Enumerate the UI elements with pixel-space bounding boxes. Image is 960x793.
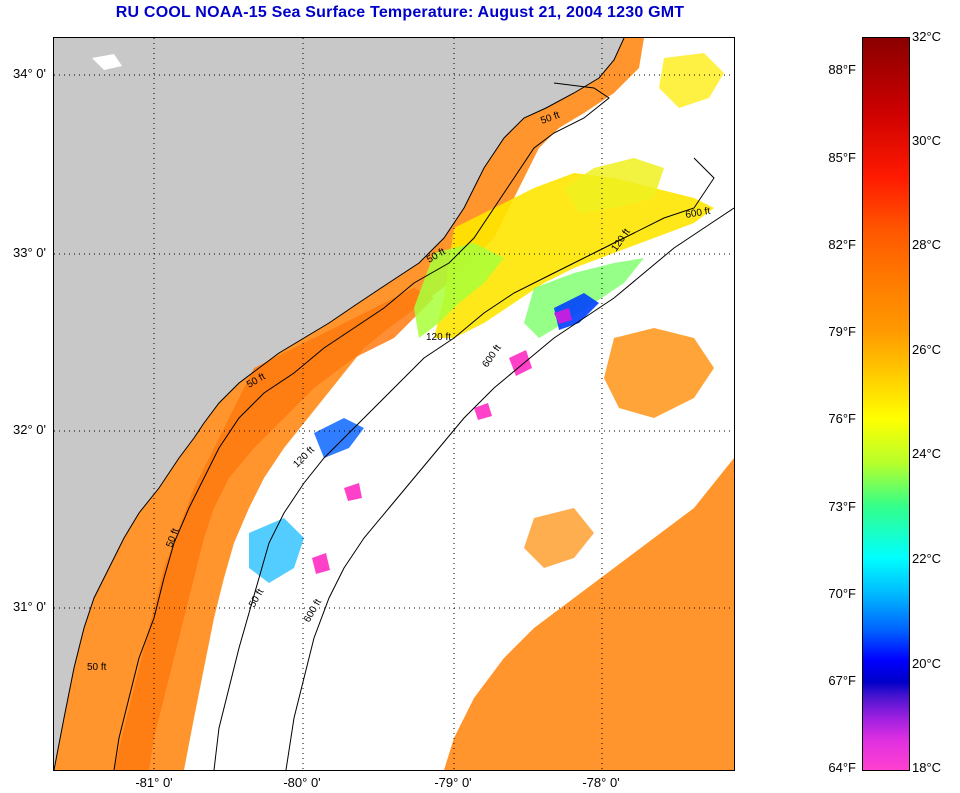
colorbar-c-26: 26°C — [912, 342, 942, 357]
offshore-yellow — [659, 53, 724, 108]
contour-600ft — [285, 207, 734, 770]
colorbar-f-67: 67°F — [828, 673, 856, 688]
colorbar — [862, 37, 910, 771]
cloud-patch — [92, 54, 122, 70]
cool-water-2 — [314, 418, 364, 458]
lat-label-32: 32° 0' — [13, 422, 46, 437]
colorbar-f-85: 85°F — [828, 150, 856, 165]
contour-label-120ft-b: 120 ft — [426, 332, 451, 343]
graticule — [54, 38, 734, 770]
lon-label-80: -80° 0' — [283, 775, 321, 790]
lon-label-79: -79° 0' — [434, 775, 472, 790]
gulf-stream-patch-1 — [444, 458, 734, 770]
colorbar-f-76: 76°F — [828, 411, 856, 426]
lon-label-81: -81° 0' — [135, 775, 173, 790]
gulf-stream-patch-2 — [604, 328, 714, 418]
coldest-water-4 — [474, 403, 492, 420]
lat-label-33: 33° 0' — [13, 245, 46, 260]
lon-label-78: -78° 0' — [582, 775, 620, 790]
colorbar-f-73: 73°F — [828, 499, 856, 514]
contour-label-120ft-c: 120 ft — [291, 444, 317, 470]
colorbar-c-30: 30°C — [912, 133, 942, 148]
gulf-stream-patch-3 — [524, 508, 594, 568]
coldest-water-2 — [312, 553, 330, 574]
colorbar-c-24: 24°C — [912, 446, 942, 461]
yellow-water — [434, 173, 714, 338]
coastline — [54, 38, 625, 770]
colorbar-f-82: 82°F — [828, 237, 856, 252]
colorbar-f-88: 88°F — [828, 62, 856, 77]
sst-map: 50 ft 120 ft 600 ft 50 ft 120 ft 600 ft … — [53, 37, 735, 771]
warm-water-inner — [114, 288, 434, 770]
colorbar-c-32: 32°C — [912, 29, 942, 44]
coldest-water-3 — [554, 308, 572, 324]
colorbar-f-70: 70°F — [828, 586, 856, 601]
contour-label-600ft: 600 ft — [685, 206, 712, 221]
colorbar-c-18: 18°C — [912, 760, 942, 775]
contour-label-600ft-b: 600 ft — [480, 343, 503, 370]
cool-water-1 — [249, 518, 304, 583]
coldest-water-5 — [344, 483, 362, 501]
offshore-yellow-2 — [564, 158, 664, 213]
colorbar-c-20: 20°C — [912, 656, 942, 671]
contour-120ft — [213, 157, 715, 770]
contour-50ft — [113, 82, 610, 770]
land-area — [54, 38, 624, 770]
lat-label-34: 34° 0' — [13, 66, 46, 81]
colorbar-c-28: 28°C — [912, 237, 942, 252]
colorbar-f-79: 79°F — [828, 324, 856, 339]
colorbar-c-22: 22°C — [912, 551, 942, 566]
green-water — [414, 243, 504, 338]
contour-label-50ft-e: 50 ft — [247, 587, 266, 610]
contour-label-50ft-f: 50 ft — [87, 662, 107, 673]
colorbar-f-64: 64°F — [828, 760, 856, 775]
coldest-water-1 — [509, 350, 532, 376]
map-title: RU COOL NOAA-15 Sea Surface Temperature:… — [115, 4, 685, 21]
lat-label-31: 31° 0' — [13, 599, 46, 614]
sst-map-graphic: 50 ft 120 ft 600 ft 50 ft 120 ft 600 ft … — [54, 38, 734, 770]
